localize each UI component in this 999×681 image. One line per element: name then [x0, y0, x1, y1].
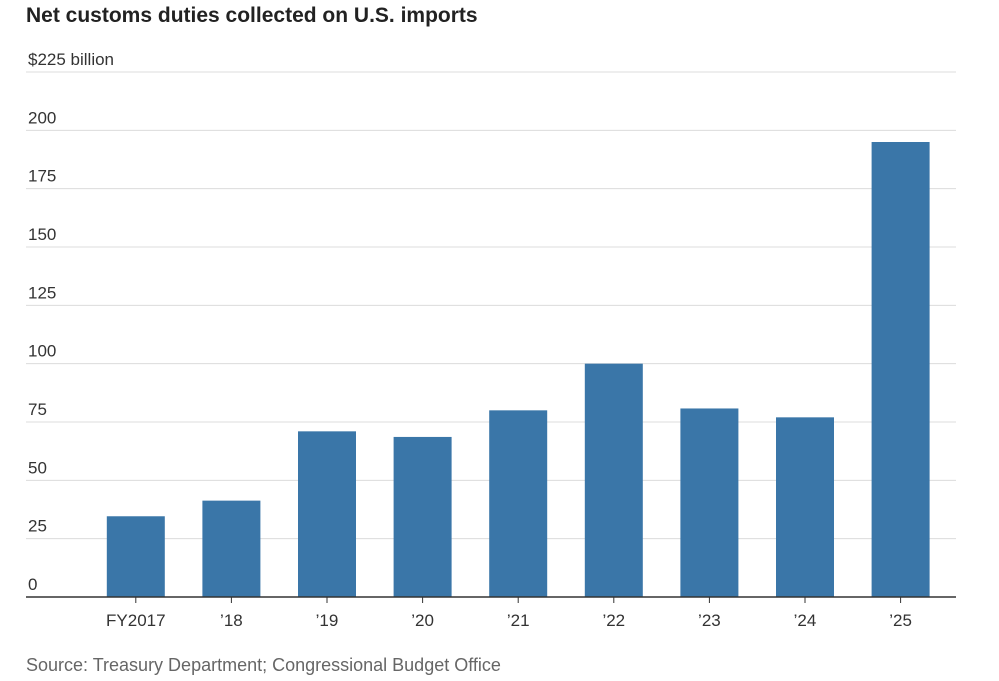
- x-tick-label: ’19: [316, 611, 339, 630]
- y-tick-label: 125: [28, 283, 56, 302]
- bar: [202, 500, 261, 597]
- y-tick-label: 25: [28, 517, 47, 536]
- chart-title: Net customs duties collected on U.S. imp…: [26, 4, 478, 27]
- y-tick-label: 75: [28, 400, 47, 419]
- x-tick-label: ’22: [602, 611, 625, 630]
- y-tick-label: 200: [28, 108, 56, 127]
- x-tick-label: ’21: [507, 611, 530, 630]
- bar: [393, 436, 452, 597]
- y-tick-label: 50: [28, 458, 47, 477]
- x-tick-label: ’20: [411, 611, 434, 630]
- bar: [584, 363, 643, 597]
- x-tick-label: ’23: [698, 611, 721, 630]
- x-tick-label: ’25: [889, 611, 912, 630]
- bar: [776, 417, 834, 597]
- bar: [298, 431, 356, 597]
- bar: [680, 408, 739, 597]
- x-tick-label: ’24: [794, 611, 817, 630]
- x-axis-ticks: FY2017 ’18 ’19 ’20 ’21 ’22 ’23 ’24 ’25: [106, 597, 912, 630]
- bar: [106, 516, 165, 597]
- y-tick-label: $225 billion: [28, 50, 114, 69]
- bar: [489, 410, 548, 597]
- y-tick-label: 0: [28, 575, 37, 594]
- bar: [871, 142, 930, 597]
- y-tick-label: 150: [28, 225, 56, 244]
- x-tick-label: FY2017: [106, 611, 166, 630]
- source-note: Source: Treasury Department; Congression…: [26, 655, 501, 675]
- y-tick-label: 175: [28, 167, 56, 186]
- y-tick-label: 100: [28, 342, 56, 361]
- y-axis-ticks: 0 25 50 75 100 125 150 175 200 $225 billion: [28, 50, 114, 594]
- bars: [106, 142, 930, 597]
- x-tick-label: ’18: [220, 611, 243, 630]
